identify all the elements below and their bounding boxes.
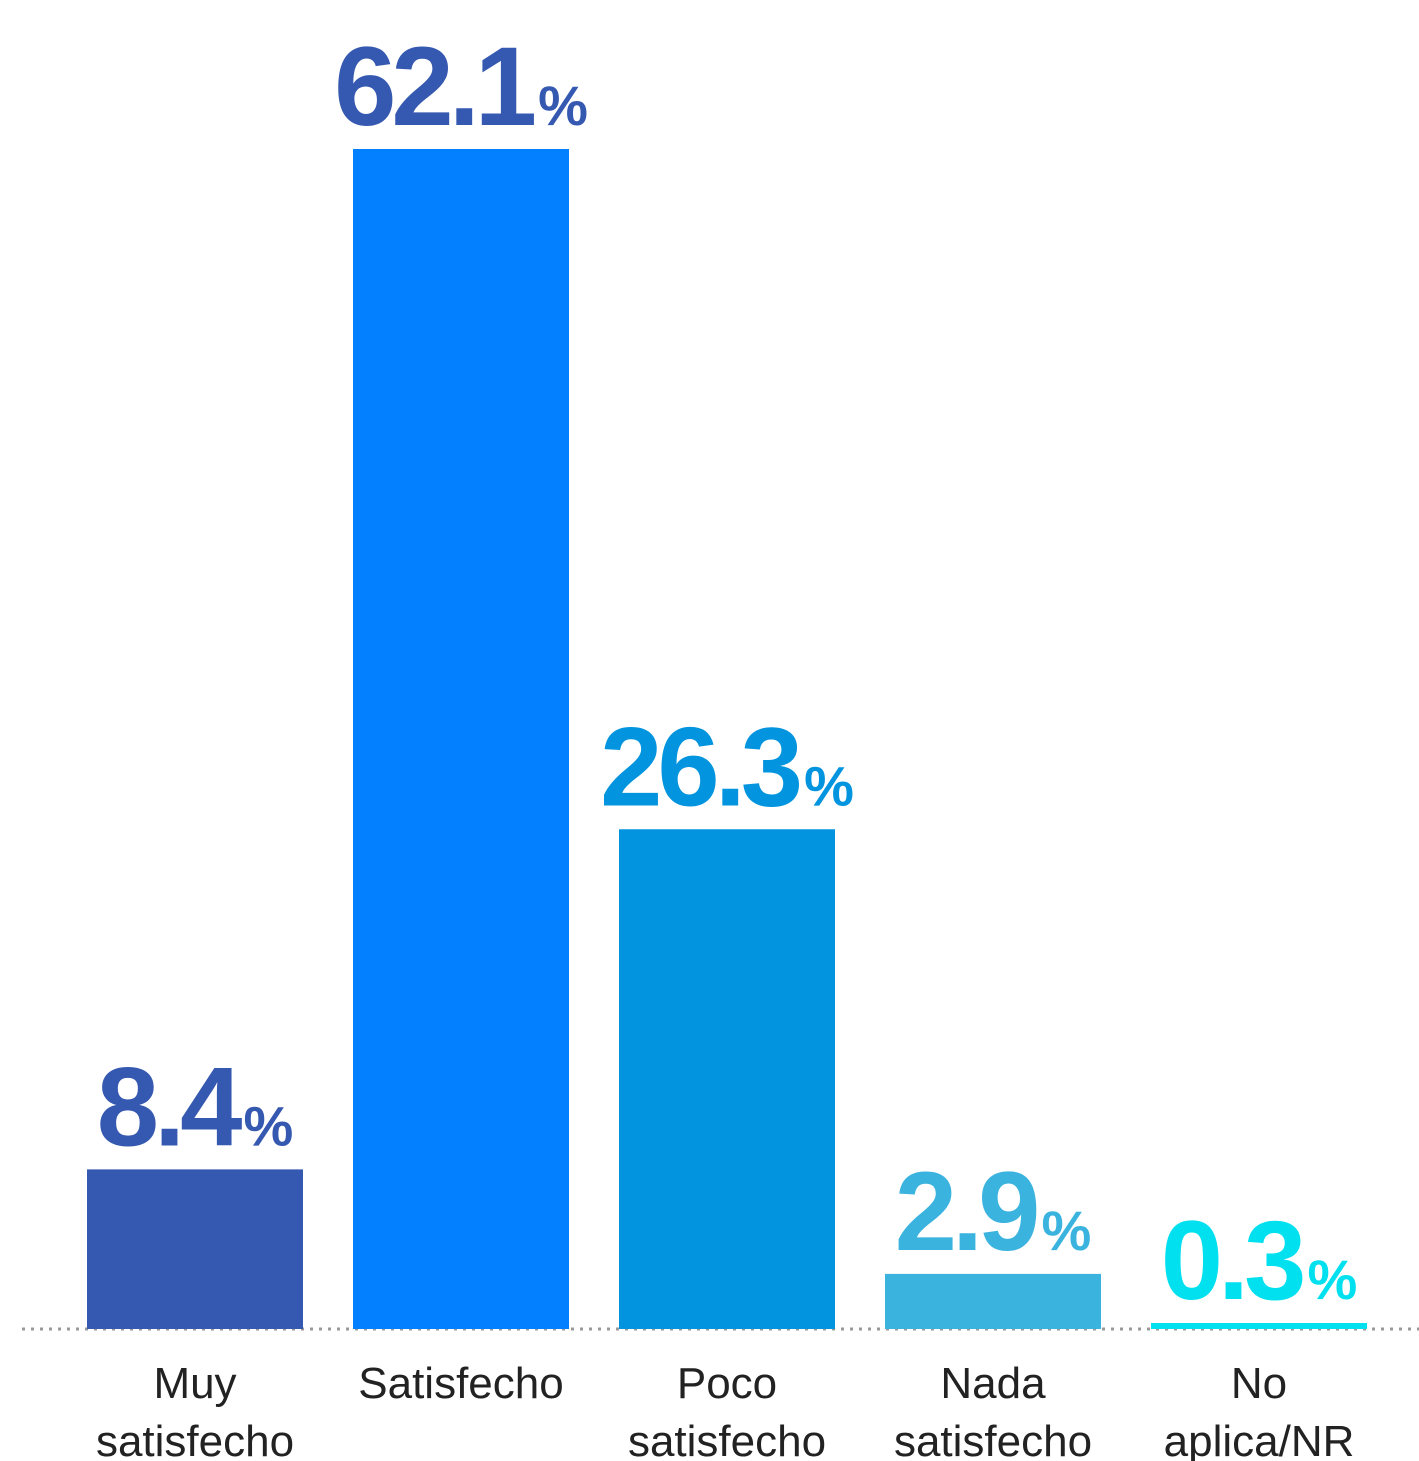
bars-group [87,149,1367,1329]
data-label: 0.3% [1161,1198,1358,1323]
bar [885,1273,1101,1329]
x-tick-label: satisfecho [628,1417,826,1461]
x-tick-label: Satisfecho [358,1359,563,1408]
data-label-unit: % [804,754,854,817]
x-tick-label: Muy [153,1359,236,1408]
data-label-value: 0.3 [1161,1198,1303,1323]
category-labels-group: Muy satisfecho Satisfecho Poco satisfecho Nad… [96,1359,1354,1461]
bar [619,829,835,1329]
x-tick-label: aplica/NR [1164,1417,1355,1461]
data-label-value: 62.1 [334,24,535,149]
data-label-unit: % [1307,1248,1357,1311]
data-label-unit: % [538,74,588,137]
data-label-value: 26.3 [600,704,800,829]
bar [1151,1323,1367,1329]
x-tick-label: Nada [940,1359,1046,1408]
x-tick-label: satisfecho [96,1417,294,1461]
data-label: 8.4% [97,1044,294,1169]
data-label-value: 2.9 [895,1149,1037,1274]
data-label: 62.1% [334,24,588,149]
x-tick-label: No [1231,1359,1287,1408]
data-label-unit: % [243,1094,293,1157]
data-label: 26.3% [600,704,854,829]
data-label-unit: % [1041,1199,1091,1262]
bar [87,1169,303,1329]
x-tick-label: satisfecho [894,1417,1092,1461]
value-labels-group: 8.4 %62.1 %26.3 %2.9% 0.3% [97,24,1358,1323]
bar [353,149,569,1329]
data-label-value: 8.4 [97,1044,242,1169]
x-tick-label: Poco [677,1359,777,1408]
data-label: 2.9% [895,1149,1092,1274]
